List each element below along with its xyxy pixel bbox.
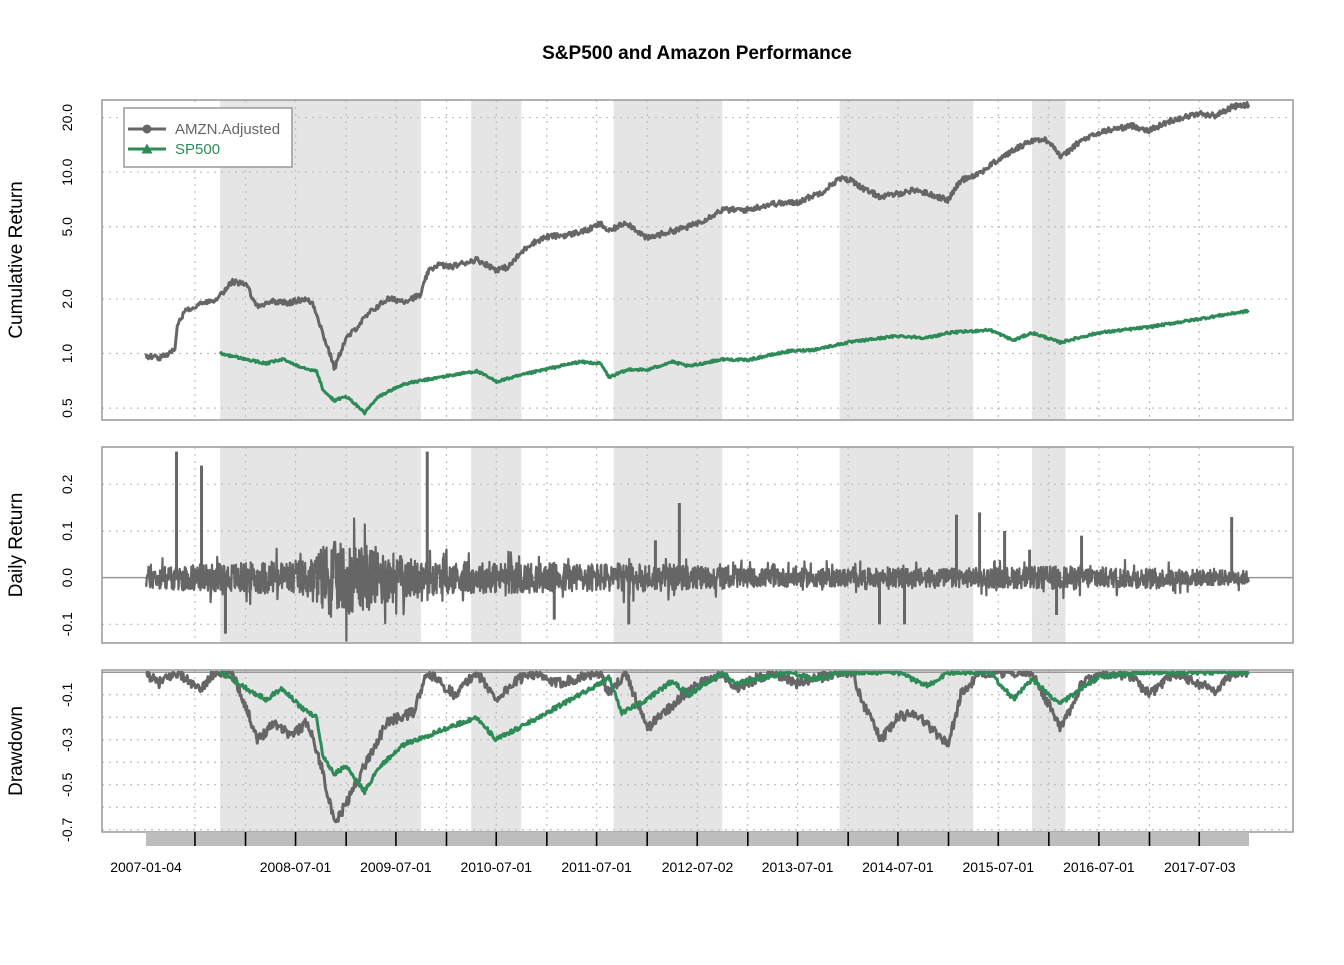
- x-tick-label: 2016-07-01: [1063, 859, 1135, 875]
- y-tick-label: 10.0: [59, 158, 75, 185]
- shaded-period: [220, 447, 421, 643]
- chart-title: S&P500 and Amazon Performance: [542, 43, 852, 64]
- x-tick-label: 2008-07-01: [260, 859, 332, 875]
- legend-label: AMZN.Adjusted: [175, 121, 280, 138]
- series-line-daily-return: [144, 517, 1250, 642]
- y-tick-label: 5.0: [59, 217, 75, 237]
- shaded-period: [613, 670, 723, 832]
- x-tick-label: 2010-07-01: [460, 859, 532, 875]
- legend: AMZN.Adjusted SP500: [123, 107, 293, 168]
- y-axis-label: Cumulative Return: [6, 181, 27, 338]
- y-tick-label: 2.0: [59, 289, 75, 309]
- shaded-period: [1032, 100, 1066, 420]
- x-tick-label: 2013-07-01: [762, 859, 834, 875]
- shaded-period: [613, 447, 723, 643]
- shaded-period: [613, 100, 723, 420]
- legend-box: [123, 107, 293, 168]
- y-tick-label: -0.5: [59, 772, 75, 796]
- x-tick-label: 2009-07-01: [360, 859, 432, 875]
- shaded-period: [839, 447, 974, 643]
- y-tick-label: 0.1: [59, 521, 75, 541]
- legend-marker-triangle: [141, 143, 153, 154]
- drawdown-line-sp500: [218, 670, 1250, 796]
- x-tick-label: 2014-07-01: [862, 859, 934, 875]
- y-tick-label: -0.7: [59, 817, 75, 841]
- panel-0: 0.5 1.0 2.0 5.0 10.0 20.0 Cumulative Return: [6, 99, 1294, 421]
- shaded-period: [471, 670, 522, 832]
- y-tick-label: 0.0: [59, 568, 75, 588]
- legend-label: SP500: [175, 141, 220, 158]
- shaded-period: [839, 100, 974, 420]
- y-tick-label: 0.5: [59, 398, 75, 418]
- series-line-sp500: [218, 308, 1250, 416]
- y-tick-label: 20.0: [59, 104, 75, 131]
- y-tick-label: -0.1: [59, 682, 75, 706]
- x-tick-label: 2012-07-02: [662, 859, 734, 875]
- y-tick-label: 1.0: [59, 344, 75, 364]
- panel-2: -0.7 -0.5 -0.3 -0.1 Drawdown: [6, 669, 1294, 842]
- series-line-amzn-adjusted: [144, 101, 1251, 371]
- legend-marker-circle: [142, 124, 152, 134]
- panel-1: -0.1 0.0 0.1 0.2 Daily Return: [6, 446, 1294, 644]
- x-tick-label: 2007-01-04: [110, 859, 182, 875]
- y-tick-label: -0.1: [59, 612, 75, 636]
- x-tick-label: 2017-07-03: [1164, 859, 1236, 875]
- y-axis-label: Drawdown: [6, 706, 27, 796]
- x-tick-label: 2011-07-01: [561, 859, 632, 875]
- y-tick-label: 0.2: [59, 474, 75, 494]
- panel-frame: [101, 446, 1294, 644]
- y-tick-label: -0.3: [59, 727, 75, 751]
- drawdown-line-amzn-adjusted: [145, 670, 1250, 824]
- x-tick-label: 2015-07-01: [962, 859, 1034, 875]
- panel-frame: [101, 99, 1294, 421]
- y-axis-label: Daily Return: [6, 493, 27, 598]
